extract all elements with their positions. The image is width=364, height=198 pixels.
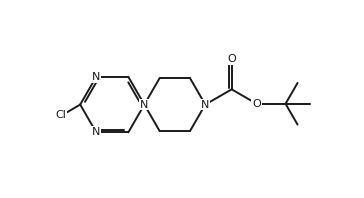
Text: N: N [92, 72, 100, 82]
Text: O: O [227, 54, 236, 64]
Text: O: O [252, 99, 261, 109]
Text: N: N [201, 100, 209, 109]
Text: N: N [92, 127, 100, 137]
Text: N: N [140, 100, 149, 109]
Text: Cl: Cl [55, 110, 66, 120]
